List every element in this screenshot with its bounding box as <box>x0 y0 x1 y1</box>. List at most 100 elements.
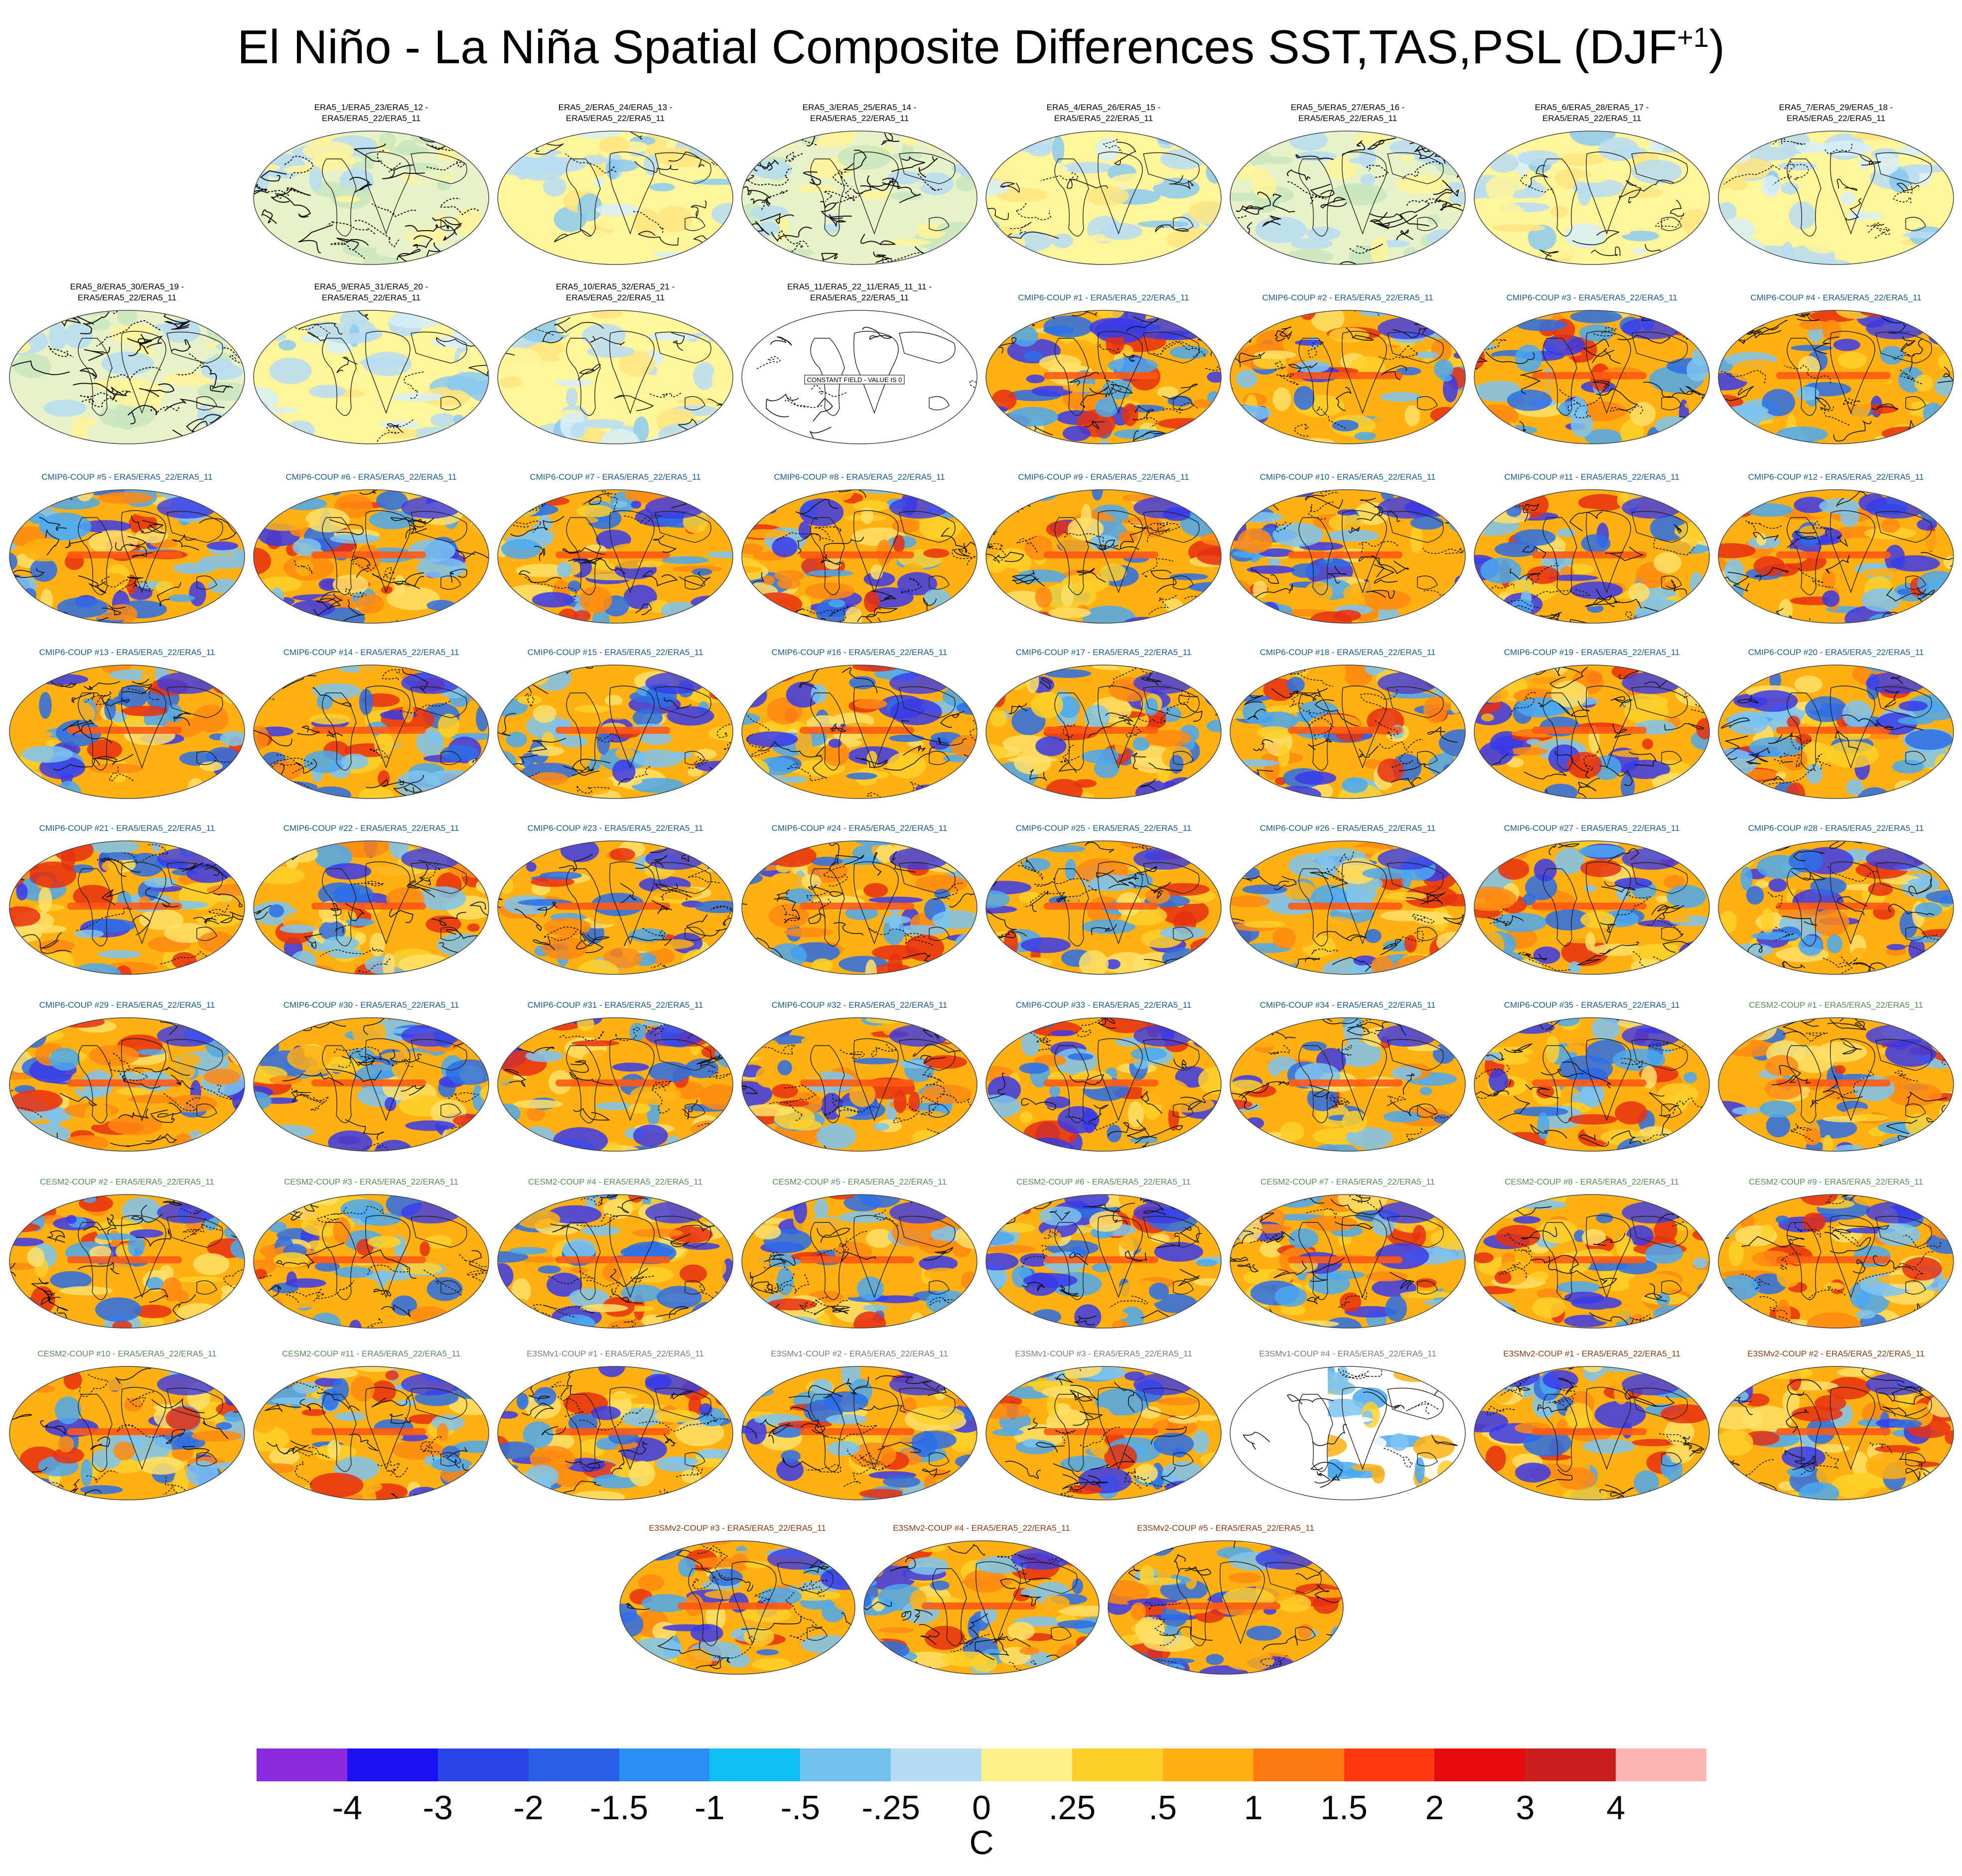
colorbar-swatch <box>981 1748 1072 1781</box>
title-close: ) <box>1708 20 1725 74</box>
panel-title: CMIP6-COUP #28 - ERA5/ERA5_22/ERA5_11 <box>1748 823 1924 833</box>
panel-title: CESM2-COUP #11 - ERA5/ERA5_22/ERA5_11 <box>281 1349 461 1358</box>
globe-map <box>1718 1017 1954 1152</box>
colorbar-tick-label: -.5 <box>780 1789 820 1827</box>
globe-map <box>985 489 1222 624</box>
globe-map <box>497 489 733 624</box>
panel-title: CMIP6-COUP #11 - ERA5/ERA5_22/ERA5_11 <box>1504 472 1680 482</box>
panel-title: E3SMv2-COUP #4 - ERA5/ERA5_22/ERA5_11 <box>893 1523 1070 1533</box>
panel-title: E3SMv2-COUP #3 - ERA5/ERA5_22/ERA5_11 <box>649 1523 826 1533</box>
globe-map <box>1474 489 1710 624</box>
globe-map <box>9 1194 245 1329</box>
colorbar-units: C <box>969 1824 994 1862</box>
map-panel: E3SMv2-COUP #2 - ERA5/ERA5_22/ERA5_11 <box>1716 1338 1956 1502</box>
panel-title: CMIP6-COUP #33 - ERA5/ERA5_22/ERA5_11 <box>1015 1000 1192 1010</box>
panel-title: CMIP6-COUP #2 - ERA5/ERA5_22/ERA5_11 <box>1262 293 1433 302</box>
panel-title: CMIP6-COUP #34 - ERA5/ERA5_22/ERA5_11 <box>1260 1000 1436 1010</box>
map-panel: ERA5_8/ERA5_30/ERA5_19 - ERA5/ERA5_22/ER… <box>7 281 247 446</box>
globe-map <box>741 665 978 799</box>
panel-title: CESM2-COUP #2 - ERA5/ERA5_22/ERA5_11 <box>40 1177 214 1187</box>
panel-title: ERA5_11/ERA5_22_11/ERA5_11_11 - ERA5/ERA… <box>787 282 932 302</box>
colorbar-tick-label: -2 <box>513 1789 544 1827</box>
title-main: El Niño - La Niña Spatial Composite Diff… <box>237 20 1678 74</box>
panel-title: CESM2-COUP #1 - ERA5/ERA5_22/ERA5_11 <box>1749 1000 1923 1010</box>
globe-map <box>1718 310 1954 444</box>
panel-title: CESM2-COUP #6 - ERA5/ERA5_22/ERA5_11 <box>1016 1177 1191 1187</box>
globe-map <box>1230 310 1466 444</box>
map-panel: CESM2-COUP #1 - ERA5/ERA5_22/ERA5_11 <box>1716 989 1956 1153</box>
map-panel: CMIP6-COUP #27 - ERA5/ERA5_22/ERA5_11 <box>1472 812 1711 976</box>
panel-title: ERA5_6/ERA5_28/ERA5_17 - ERA5/ERA5_22/ER… <box>1535 103 1649 123</box>
globe-map <box>1718 665 1954 799</box>
map-panel: CMIP6-COUP #10 - ERA5/ERA5_22/ERA5_11 <box>1228 461 1467 625</box>
map-panel: CESM2-COUP #9 - ERA5/ERA5_22/ERA5_11 <box>1716 1166 1956 1330</box>
map-panel: CMIP6-COUP #8 - ERA5/ERA5_22/ERA5_11 <box>740 461 979 625</box>
colorbar-tick-label: -3 <box>422 1789 453 1827</box>
map-panel: CMIP6-COUP #1 - ERA5/ERA5_22/ERA5_11 <box>984 281 1223 446</box>
globe-map <box>497 1366 733 1500</box>
globe-map <box>1474 665 1710 799</box>
globe-map <box>1230 840 1466 975</box>
colorbar-swatch <box>437 1748 529 1781</box>
panel-title: CESM2-COUP #9 - ERA5/ERA5_22/ERA5_11 <box>1749 1177 1923 1187</box>
constant-field-note: CONSTANT FIELD - VALUE IS 0 <box>807 376 902 384</box>
panel-title: CMIP6-COUP #32 - ERA5/ERA5_22/ERA5_11 <box>771 1000 948 1010</box>
globe-map <box>985 131 1222 265</box>
globe-map <box>497 310 733 444</box>
panel-title: CMIP6-COUP #29 - ERA5/ERA5_22/ERA5_11 <box>39 1000 215 1010</box>
map-panel: CMIP6-COUP #30 - ERA5/ERA5_22/ERA5_11 <box>252 989 491 1153</box>
colorbar-swatch <box>800 1748 891 1781</box>
panel-title: CESM2-COUP #4 - ERA5/ERA5_22/ERA5_11 <box>528 1177 702 1187</box>
map-panel: CMIP6-COUP #29 - ERA5/ERA5_22/ERA5_11 <box>7 989 247 1153</box>
globe-map <box>1718 1366 1954 1500</box>
colorbar-swatch <box>528 1748 619 1781</box>
map-panel: CMIP6-COUP #20 - ERA5/ERA5_22/ERA5_11 <box>1716 636 1956 801</box>
colorbar-tick-label: .25 <box>1048 1789 1096 1827</box>
map-panel: ERA5_1/ERA5_23/ERA5_12 - ERA5/ERA5_22/ER… <box>252 102 491 267</box>
colorbar-swatch <box>891 1748 981 1781</box>
map-panel: CMIP6-COUP #28 - ERA5/ERA5_22/ERA5_11 <box>1716 812 1956 976</box>
colorbar-swatch <box>709 1748 801 1781</box>
panel-title: CMIP6-COUP #15 - ERA5/ERA5_22/ERA5_11 <box>527 648 703 657</box>
panel-title: CMIP6-COUP #35 - ERA5/ERA5_22/ERA5_11 <box>1504 1000 1680 1010</box>
globe-map <box>253 1017 489 1152</box>
map-panel: CMIP6-COUP #24 - ERA5/ERA5_22/ERA5_11 <box>740 812 979 976</box>
colorbar-swatch <box>619 1748 710 1781</box>
globe-map <box>985 310 1222 444</box>
globe-map <box>985 840 1222 975</box>
colorbar-swatch <box>1616 1748 1706 1781</box>
map-panel: CMIP6-COUP #22 - ERA5/ERA5_22/ERA5_11 <box>252 812 491 976</box>
map-panel: ERA5_3/ERA5_25/ERA5_14 - ERA5/ERA5_22/ER… <box>740 102 979 267</box>
panel-title: E3SMv2-COUP #1 - ERA5/ERA5_22/ERA5_11 <box>1503 1349 1681 1358</box>
globe-map <box>1230 1017 1466 1152</box>
map-panel: E3SMv1-COUP #4 - ERA5/ERA5_22/ERA5_11 <box>1228 1338 1467 1502</box>
globe-map <box>253 131 489 265</box>
map-panel: CMIP6-COUP #35 - ERA5/ERA5_22/ERA5_11 <box>1472 989 1711 1153</box>
map-panel: E3SMv1-COUP #1 - ERA5/ERA5_22/ERA5_11 <box>496 1338 735 1502</box>
map-panel: CMIP6-COUP #26 - ERA5/ERA5_22/ERA5_11 <box>1228 812 1467 976</box>
globe-map <box>1718 489 1954 624</box>
colorbar-swatch <box>1162 1748 1254 1781</box>
panel-title: CMIP6-COUP #23 - ERA5/ERA5_22/ERA5_11 <box>527 823 703 833</box>
globe-map <box>497 131 733 265</box>
globe-map <box>9 840 245 975</box>
panel-title: CMIP6-COUP #14 - ERA5/ERA5_22/ERA5_11 <box>283 648 459 657</box>
panel-title: CESM2-COUP #3 - ERA5/ERA5_22/ERA5_11 <box>284 1177 458 1187</box>
colorbar-tick-label: 2 <box>1425 1789 1444 1827</box>
map-panel: E3SMv2-COUP #4 - ERA5/ERA5_22/ERA5_11 <box>862 1512 1101 1676</box>
panel-title: CMIP6-COUP #22 - ERA5/ERA5_22/ERA5_11 <box>283 823 459 833</box>
panel-title: CMIP6-COUP #10 - ERA5/ERA5_22/ERA5_11 <box>1260 472 1436 482</box>
map-panel: CMIP6-COUP #18 - ERA5/ERA5_22/ERA5_11 <box>1228 636 1467 801</box>
title-superscript: +1 <box>1677 21 1709 53</box>
map-panel: CMIP6-COUP #6 - ERA5/ERA5_22/ERA5_11 <box>252 461 491 625</box>
panel-title: CMIP6-COUP #5 - ERA5/ERA5_22/ERA5_11 <box>41 472 213 482</box>
globe-map <box>1718 840 1954 975</box>
panel-title: CMIP6-COUP #20 - ERA5/ERA5_22/ERA5_11 <box>1748 648 1924 657</box>
map-panel: CMIP6-COUP #31 - ERA5/ERA5_22/ERA5_11 <box>496 989 735 1153</box>
colorbar-tick-label: -.25 <box>861 1789 920 1827</box>
panel-title: CMIP6-COUP #12 - ERA5/ERA5_22/ERA5_11 <box>1748 472 1924 482</box>
panel-title: ERA5_1/ERA5_23/ERA5_12 - ERA5/ERA5_22/ER… <box>314 103 428 123</box>
map-panel: CMIP6-COUP #11 - ERA5/ERA5_22/ERA5_11 <box>1472 461 1711 625</box>
map-panel: CMIP6-COUP #34 - ERA5/ERA5_22/ERA5_11 <box>1228 989 1467 1153</box>
globe-map <box>1474 1366 1710 1500</box>
